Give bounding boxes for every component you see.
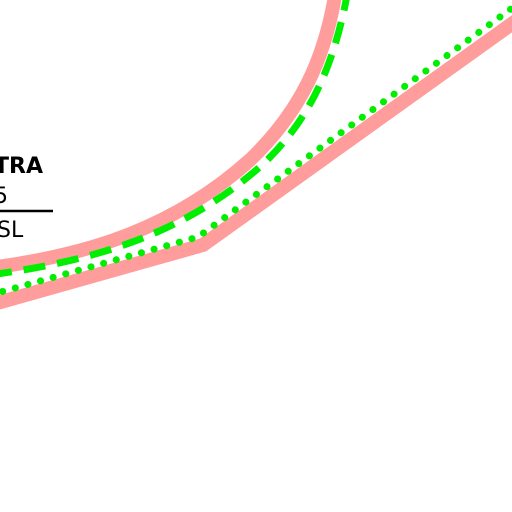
airspace-name: TRA xyxy=(0,154,43,179)
lower-limit: SL xyxy=(0,218,24,243)
airspace-boundary-dashed xyxy=(0,0,350,278)
airspace-boundary xyxy=(0,15,512,310)
airspace-boundary xyxy=(0,0,342,274)
upper-limit: 5 xyxy=(0,184,8,209)
